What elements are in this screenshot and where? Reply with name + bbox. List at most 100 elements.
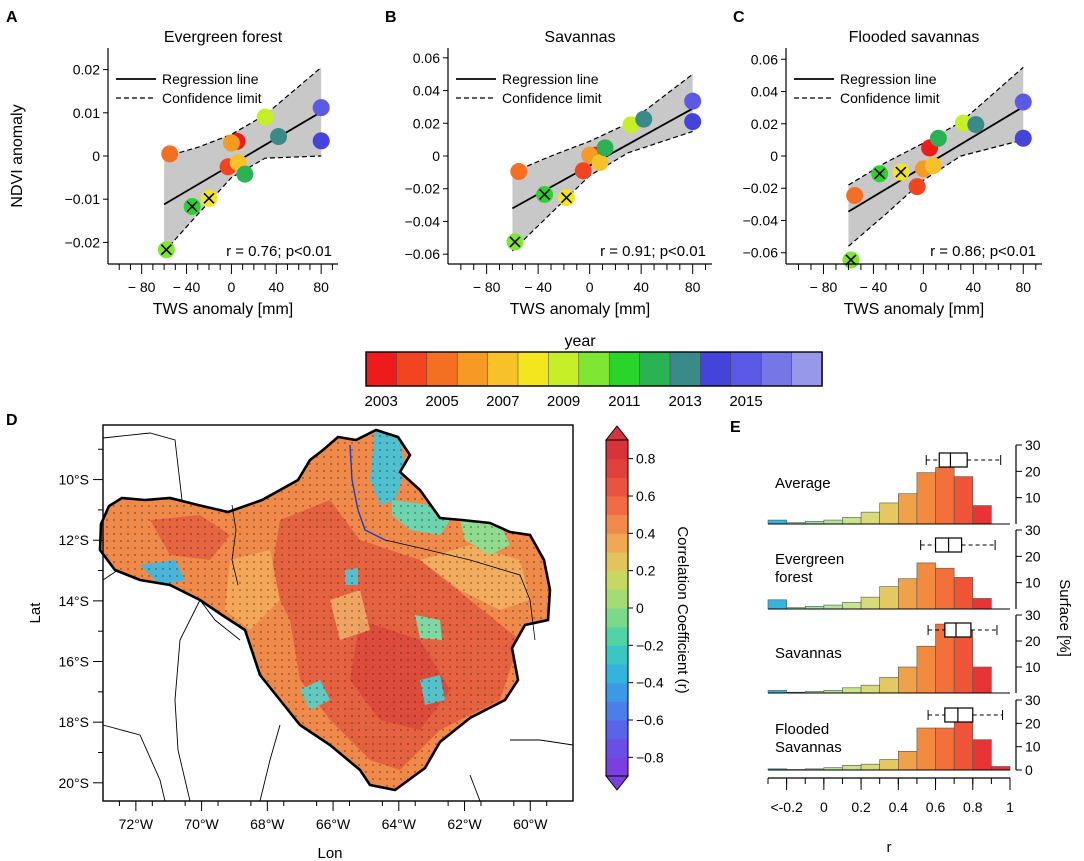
confidence-upper-line [512,73,694,173]
internal-border [231,504,239,586]
year-label: 2007 [486,393,519,410]
data-point-2015 [312,99,330,117]
y-tick-label: 0 [432,148,440,164]
correlation-stat: r = 0.91; p<0.01 [600,243,706,260]
histogram-bar [842,602,862,610]
map-ylabel: Lat [27,602,44,624]
histogram-label: Savannas [775,739,842,756]
histogram-bar [916,645,936,694]
x-tick-label: 80 [1015,279,1031,295]
data-point-2005 [846,186,864,204]
histogram-label: forest [775,569,813,586]
y-tick-label: 0 [92,148,100,164]
map-x-tick-label: 62°W [447,816,482,832]
histogram-x-tick-label: <-0.2 [770,799,803,815]
data-point-2007 [924,157,942,175]
histogram-label: Savannas [775,645,842,662]
correlation-swatch [606,701,628,721]
histogram-bar [898,578,918,610]
legend-confidence-label: Confidence limit [502,90,602,106]
correlation-stat: r = 0.76; p<0.01 [226,243,332,260]
year-swatch-2005 [426,351,458,387]
correlation-swatch [606,458,628,478]
data-point-2009 [954,114,972,132]
histogram-bar [860,763,880,771]
year-swatch-2016 [760,351,793,387]
confidence-lower-line [163,155,322,253]
colorbar-tick-label: 0 [636,600,644,616]
legend-regression-label: Regression line [162,71,259,87]
map-x-tick-label: 72°W [119,816,154,832]
y-tick-label: 0.06 [751,51,778,67]
data-point-2014 [684,113,702,131]
scatter-panel-savannas: B Savannas Regression line Confidence limit… [385,9,712,318]
year-label: 2015 [729,393,762,410]
y-tick-label: −0.04 [743,212,779,228]
y-tick-label: −0.02 [743,180,779,196]
histogram-bar [879,586,899,610]
histogram-bar [953,721,974,771]
y-tick-label: 0 [770,148,778,164]
histogram-bar [879,502,899,525]
legend-regression-label: Regression line [502,71,599,87]
year-label: 2011 [608,393,640,410]
year-swatch-2014 [700,351,732,387]
histogram-bar [972,739,992,771]
map-x-tick-label: 68°W [250,816,285,832]
histogram-bar [860,511,880,525]
data-point-cross-2010 [160,244,172,256]
histogram-bar [972,666,992,694]
colorbar-tick-label: −0.8 [636,749,664,765]
correlation-swatch [606,626,628,646]
histogram-y-tick-label: 20 [1025,463,1041,479]
data-point-cross-2008 [895,166,907,178]
year-colorbar: year 2003 2005 2007 2009 2011 2013 2015 [365,333,823,410]
y-tick-label: 0.04 [751,84,778,100]
histogram-bar [767,599,787,610]
boxplot-box [938,452,968,468]
confidence-band [848,67,1024,247]
y-tick-label: 0.01 [73,105,100,121]
x-tick-label: − 40 [524,279,552,295]
year-colorbar-labels: 2003 2005 2007 2009 2011 2013 2015 [365,393,763,410]
correlation-swatch [606,514,628,534]
panel-title: Savannas [544,29,615,46]
histogram-x-tick-label: 0 [820,799,828,815]
map-y-tick-label: 20°S [58,775,89,791]
correlation-swatch [606,682,628,702]
year-label: 2005 [425,393,458,410]
y-tick-label: −0.02 [65,234,101,250]
data-point-cross-2010 [845,254,857,266]
histogram-x-tick-label: 0.6 [926,799,946,815]
map-panel: D [6,412,574,861]
x-tick-label: − 80 [810,279,838,295]
histogram-bar [972,505,992,525]
histogram-y-tick-label: 30 [1025,522,1041,538]
y-tick-label: −0.06 [743,245,779,261]
histogram-bar [935,567,955,610]
histogram-bar [953,630,974,694]
histogram-bar [767,519,787,525]
histogram-y-tick-label: 10 [1025,575,1041,591]
correlation-swatch [606,589,628,609]
year-swatch-2004 [396,351,428,387]
y-tick-label: 0.06 [413,50,440,66]
data-point-2015 [1014,93,1032,111]
legend-confidence-label: Confidence limit [162,90,262,106]
colorbar-tick-label: −0.2 [636,637,664,653]
histogram-label: Flooded [775,721,829,738]
x-tick-label: 80 [313,279,329,295]
year-colorbar-swatches [365,351,823,387]
confidence-lower-line [848,139,1024,247]
scatter-panel-evergreen: A Evergreen forest Regression line Confiden… [6,9,338,318]
panel-letter: C [733,9,745,26]
y-tick-label: −0.01 [65,191,101,207]
colorbar-tick-label: 0.6 [636,488,656,504]
panel-title: Evergreen forest [164,29,283,46]
correlation-swatch [606,552,628,572]
histogram-bar [898,751,918,771]
data-point-2004 [908,178,926,196]
colorbar-top-arrow [604,425,630,441]
correlation-swatch [606,570,628,590]
